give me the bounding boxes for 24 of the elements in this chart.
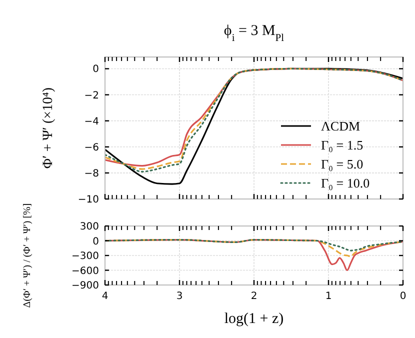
legend-label: ΛCDM [321,118,360,134]
chart-title: ϕ$_{i}$ = 3 M$_{Pl}$ [224,23,284,44]
y-tick-label: 300 [80,222,99,232]
legend-label: Γ₀ = 10.0 [321,176,370,191]
y-tick-label: −300 [72,251,99,262]
y-axis-title: Φ′ + Ψ′ (×10⁴) [41,87,56,169]
y-tick-label: −600 [72,266,99,277]
x-axis-title: log(1 + z) [224,311,284,327]
legend-label: Γ₀ = 5.0 [321,156,364,172]
y-tick-label: 0 [92,64,99,76]
y-tick-label: −2 [84,90,99,102]
y-tick-label: 0 [92,236,99,248]
y-tick-label: −8 [84,168,99,180]
y-axis-title: Δ(Φ′ + Ψ′) / (Φ′ + Ψ′) [%] [22,203,33,308]
legend-label: Γ₀ = 1.5 [321,138,364,153]
x-tick-label: 2 [250,291,258,302]
x-tick-label: 1 [325,291,332,302]
y-tick-label: −900 [72,280,99,292]
y-tick-label: −10 [78,194,99,206]
x-tick-label: 3 [176,291,183,302]
y-tick-label: −6 [84,142,99,154]
x-tick-label: 4 [102,291,108,302]
x-tick-label: 0 [400,291,406,302]
y-tick-label: −4 [84,116,99,128]
